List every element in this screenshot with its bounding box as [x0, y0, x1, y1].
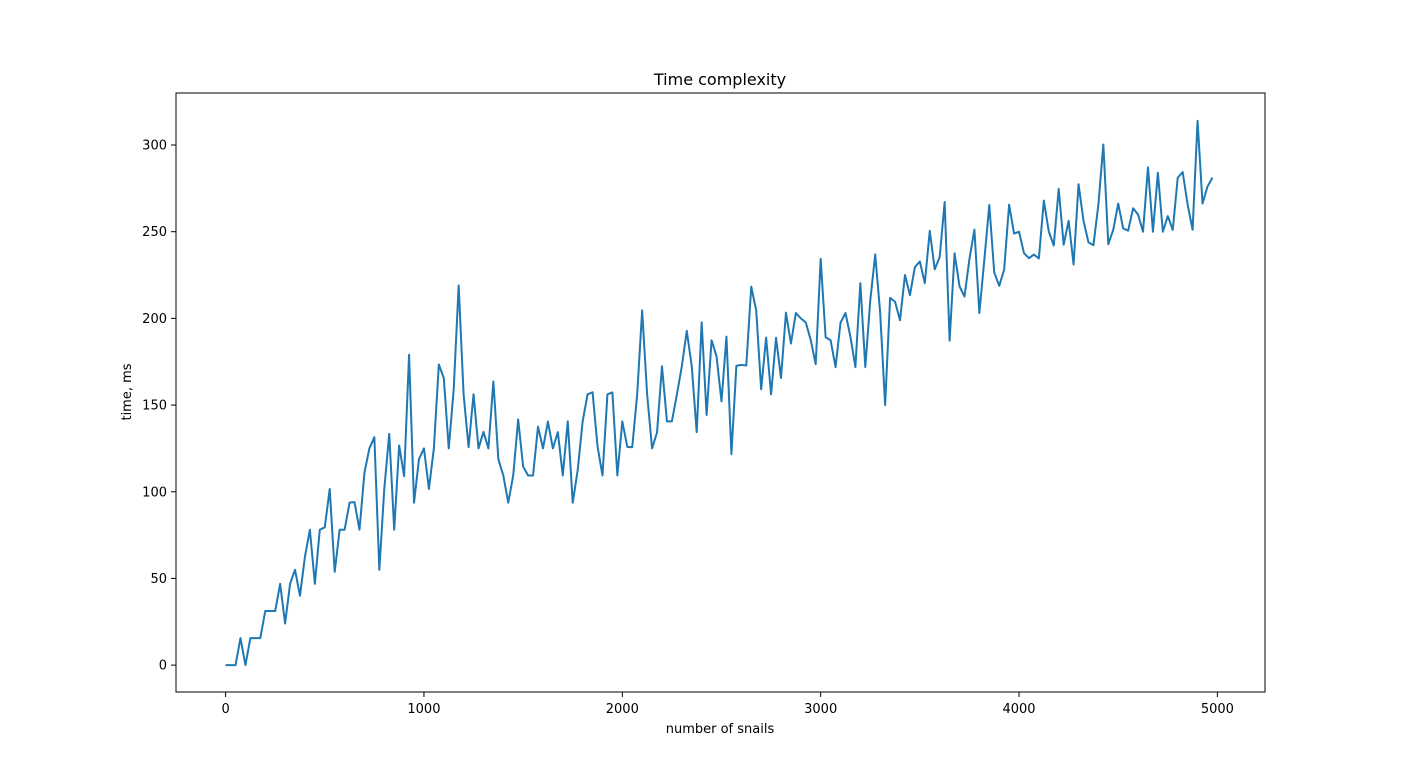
- x-tick-label: 4000: [1002, 702, 1035, 717]
- x-tick-label: 1000: [407, 702, 440, 717]
- y-tick-label: 300: [142, 139, 167, 154]
- x-axis-label: number of snails: [666, 722, 775, 737]
- y-tick-label: 250: [142, 225, 167, 240]
- y-tick-label: 100: [142, 485, 167, 500]
- y-tick-label: 0: [159, 659, 167, 674]
- series-line-0: [225, 119, 1214, 667]
- plot-frame: [175, 92, 1266, 693]
- x-tick-label: 3000: [804, 702, 837, 717]
- chart-title: Time complexity: [653, 70, 786, 89]
- x-axis: 0 1000 2000 3000 4000 5000: [221, 692, 1234, 717]
- y-tick-label: 150: [142, 399, 167, 414]
- x-tick-label: 2000: [606, 702, 639, 717]
- y-tick-label: 50: [150, 572, 167, 587]
- y-tick-label: 200: [142, 312, 167, 327]
- plot-area: [225, 119, 1214, 667]
- x-tick-label: 0: [221, 702, 229, 717]
- x-tick-label: 5000: [1201, 702, 1234, 717]
- y-axis: 0 50 100 150 200 250 300: [142, 139, 176, 674]
- y-axis-label: time, ms: [120, 363, 135, 420]
